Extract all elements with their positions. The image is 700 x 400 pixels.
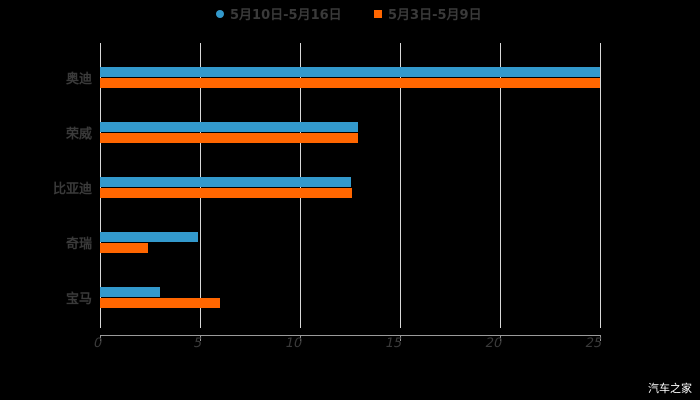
- x-tick-label: 5: [192, 336, 204, 351]
- gridline: [600, 43, 601, 328]
- legend-item-week1[interactable]: 5月3日-5月9日: [374, 4, 482, 23]
- category-label: 比亚迪: [52, 182, 92, 197]
- x-tick-label: 10: [283, 336, 304, 351]
- x-tick-mark: [300, 335, 301, 341]
- legend-item-week2[interactable]: 5月10日-5月16日: [216, 4, 342, 23]
- legend-square-icon: [374, 9, 382, 18]
- x-tick-label: 20: [483, 336, 504, 351]
- bar-week1[interactable]: [100, 298, 220, 308]
- watermark: 汽车之家: [648, 382, 692, 395]
- legend-circle-icon: [216, 9, 224, 18]
- bar-week1[interactable]: [100, 243, 148, 253]
- x-tick-label: 25: [583, 336, 604, 351]
- bar-week2[interactable]: [100, 67, 600, 77]
- x-tick-label: 15: [383, 336, 404, 351]
- legend-label: 5月10日-5月16日: [230, 8, 342, 23]
- bar-week2[interactable]: [100, 122, 358, 132]
- bar-week1[interactable]: [100, 78, 600, 88]
- category-label: 宝马: [65, 292, 92, 307]
- x-tick-mark: [500, 335, 501, 341]
- x-tick-label: 0: [92, 336, 104, 351]
- bar-week1[interactable]: [100, 133, 358, 143]
- x-tick-mark: [100, 335, 101, 341]
- chart-legend: 5月10日-5月16日 5月3日-5月9日: [0, 4, 700, 24]
- legend-label: 5月3日-5月9日: [388, 8, 482, 23]
- x-tick-mark: [200, 335, 201, 341]
- bar-week2[interactable]: [100, 232, 198, 242]
- gridline: [500, 43, 501, 328]
- x-axis-line: [100, 335, 601, 336]
- category-label: 奥迪: [65, 72, 92, 87]
- category-label: 荣威: [65, 127, 92, 142]
- x-tick-mark: [600, 335, 601, 341]
- bar-week2[interactable]: [100, 177, 351, 187]
- gridline: [400, 43, 401, 328]
- category-label: 奇瑞: [65, 237, 92, 252]
- x-tick-mark: [400, 335, 401, 341]
- bar-week2[interactable]: [100, 287, 160, 297]
- bar-week1[interactable]: [100, 188, 352, 198]
